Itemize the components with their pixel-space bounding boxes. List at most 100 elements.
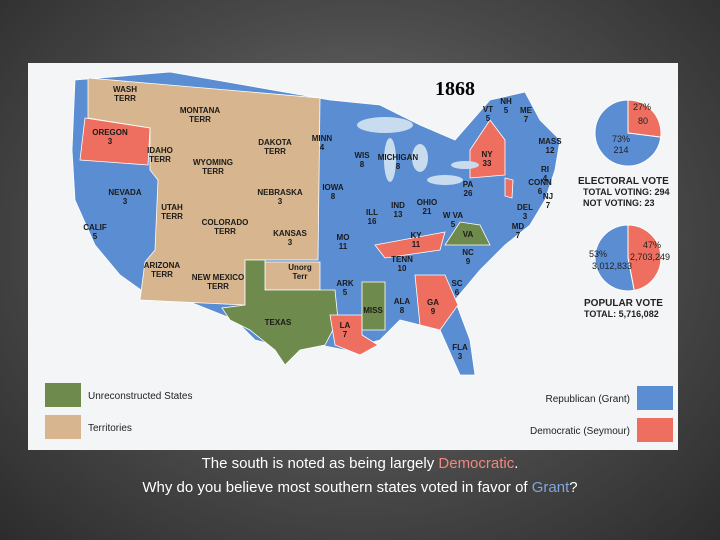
state-label: FLA 3: [452, 343, 468, 361]
state-votes: 16: [368, 217, 377, 226]
state-label: W VA 5: [443, 211, 464, 229]
pie-percent: 27%: [633, 102, 651, 112]
state-name: TEXAS: [265, 318, 292, 327]
state-votes: 7: [343, 330, 348, 339]
state-name: Terr: [293, 272, 308, 281]
state-name: MISS: [363, 306, 383, 315]
pie-slice: [594, 224, 635, 292]
legend: Unreconstructed States Territories Republi…: [45, 383, 673, 442]
legend-swatch: [45, 383, 81, 407]
state-name: TERR: [214, 227, 236, 236]
state-label: NEVADA 3: [108, 188, 141, 206]
state-name: KY: [410, 231, 422, 240]
state-votes: 9: [431, 307, 436, 316]
state-label: Unorg Terr: [288, 263, 312, 281]
new-jersey: [504, 177, 514, 199]
state-name: TERR: [114, 94, 136, 103]
state-votes: 11: [339, 242, 348, 251]
state-votes: 5: [93, 232, 98, 241]
state-name: NJ: [543, 192, 553, 201]
state-name: SC: [451, 279, 462, 288]
state-label: MONTANA TERR: [180, 106, 221, 124]
pie-slice: [594, 99, 662, 167]
state-votes: 12: [546, 146, 555, 155]
virginia: [444, 221, 491, 246]
lake: [412, 144, 428, 172]
state-label: COLORADO TERR: [202, 218, 249, 236]
state-label: VT 5: [483, 105, 493, 123]
state-name: MICHIGAN: [378, 153, 419, 162]
state-votes: 10: [398, 264, 407, 273]
caption-text: Why do you believe most southern states …: [142, 479, 532, 496]
legend-label: Democratic (Seymour): [530, 426, 630, 437]
state-name: COLORADO: [202, 218, 249, 227]
state-name: VA: [463, 230, 474, 239]
state-name: CALIF: [83, 223, 107, 232]
state-name: RI: [541, 165, 549, 174]
state-label: SC 6: [451, 279, 462, 297]
state-votes: 7: [516, 231, 521, 240]
state-votes: 8: [331, 192, 336, 201]
state-name: TERR: [149, 155, 171, 164]
state-label: VA: [463, 230, 474, 239]
map-title: 1868: [435, 78, 475, 100]
legend-swatch: [45, 415, 81, 439]
state-label: NY 33: [481, 150, 493, 168]
state-label: MD 7: [512, 222, 525, 240]
state-votes: 9: [466, 257, 471, 266]
kentucky: [374, 231, 446, 259]
state-name: LA: [340, 321, 351, 330]
state-name: VT: [483, 105, 493, 114]
state-votes: 3: [523, 212, 528, 221]
state-name: NY: [481, 150, 493, 159]
state-label: MO 11: [337, 233, 350, 251]
state-label: WYOMING TERR: [193, 158, 233, 176]
caption-highlight: Grant: [531, 479, 570, 496]
state-label: ARK 5: [336, 279, 354, 297]
state-name: UTAH: [161, 203, 183, 212]
state-name: PA: [463, 180, 474, 189]
state-votes: 21: [423, 207, 432, 216]
state-name: TERR: [189, 115, 211, 124]
state-name: NEBRASKA: [257, 188, 303, 197]
state-votes: 5: [486, 114, 491, 123]
state-name: OREGON: [92, 128, 128, 137]
caption-text: The south is noted as being largely: [201, 455, 439, 472]
caption-text: ?: [569, 479, 578, 496]
state-name: DEL: [517, 203, 533, 212]
state-votes: 3: [278, 197, 283, 206]
state-name: TERR: [207, 282, 229, 291]
lake: [357, 117, 413, 133]
state-name: ARIZONA: [144, 261, 181, 270]
state-name: ALA: [394, 297, 411, 306]
state-name: ILL: [366, 208, 378, 217]
state-label: KY 11: [410, 231, 422, 249]
state-votes: 3: [288, 238, 293, 247]
state-name: CONN: [528, 178, 552, 187]
state-label: RI 4: [541, 165, 549, 183]
state-name: FLA: [452, 343, 468, 352]
state-label: LA 7: [340, 321, 351, 339]
state-label: TEXAS: [265, 318, 292, 327]
state-label: TENN 10: [391, 255, 413, 273]
state-votes: 5: [504, 106, 509, 115]
state-name: Unorg: [288, 263, 312, 272]
state-name: TERR: [151, 270, 173, 279]
state-label: ALA 8: [394, 297, 411, 315]
legend-label: Republican (Grant): [546, 394, 630, 405]
state-label: GA 9: [427, 298, 439, 316]
state-name: WIS: [354, 151, 370, 160]
state-votes: 13: [394, 210, 403, 219]
pie-caption: NOT VOTING: 23: [583, 198, 655, 208]
state-votes: 8: [396, 162, 401, 171]
state-votes: 6: [455, 288, 460, 297]
state-label: CONN 6: [528, 178, 552, 196]
state-label: DAKOTA TERR: [258, 138, 292, 156]
state-votes: 3: [108, 137, 113, 146]
state-label: WIS 8: [354, 151, 370, 169]
state-name: IND: [391, 201, 405, 210]
state-name: MD: [512, 222, 525, 231]
